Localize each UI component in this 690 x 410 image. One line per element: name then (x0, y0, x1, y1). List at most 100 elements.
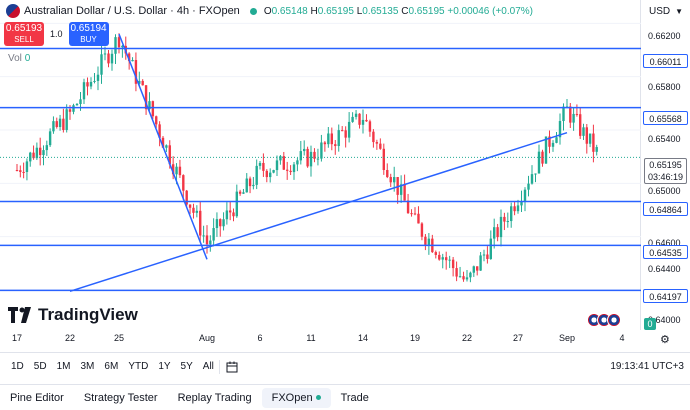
candle-body (458, 276, 462, 278)
candle-body (572, 113, 575, 123)
candle-body (375, 142, 379, 144)
time-tick: 17 (11, 333, 23, 343)
calendar-icon[interactable] (226, 361, 238, 373)
range-all-button[interactable]: All (202, 361, 214, 372)
candle-body (110, 53, 114, 64)
candle-body (165, 145, 168, 148)
candle-body (225, 210, 229, 220)
candle-body (42, 150, 45, 156)
candle-body (161, 137, 165, 148)
candle-body (82, 82, 86, 100)
candle-body (585, 127, 588, 144)
currency-selector[interactable]: USD ▼ (642, 0, 690, 22)
volume-legend: Vol 0 (8, 53, 30, 64)
range-6m-button[interactable]: 6M (104, 361, 119, 372)
candle-body (575, 113, 579, 115)
candle-body (134, 60, 138, 84)
range-1y-button[interactable]: 1Y (158, 361, 171, 372)
divider (218, 359, 220, 374)
bottom-panel-tabs: Pine Editor Strategy Tester Replay Tradi… (0, 384, 690, 410)
candle-body (379, 143, 382, 149)
candle-body (45, 145, 49, 151)
time-tick: 25 (113, 333, 125, 343)
price-axis[interactable]: 0.66200 0.65800 0.65400 0.65000 0.64600 … (641, 0, 690, 330)
candle-body (19, 170, 22, 172)
time-axis[interactable]: 17 22 25 Aug 6 11 14 19 22 27 Sep 4 (0, 330, 641, 347)
candle-body (242, 192, 245, 194)
sell-label: SELL (14, 35, 34, 44)
candle-body (127, 53, 131, 62)
event-flags[interactable] (587, 313, 621, 327)
market-open-icon (249, 7, 257, 15)
range-ytd-button[interactable]: YTD (128, 361, 149, 372)
gear-icon[interactable]: ⚙ (660, 334, 670, 346)
candle-body (562, 106, 565, 122)
level-label: 0.64864 (643, 202, 688, 216)
time-tick: 22 (461, 333, 473, 343)
candle-body (551, 142, 555, 147)
current-price: 0.65195 (649, 160, 682, 170)
candle-body (175, 166, 178, 175)
candle-body (182, 175, 185, 191)
candle-body (588, 133, 592, 144)
candle-body (582, 127, 585, 136)
time-tick: 11 (306, 333, 316, 343)
tab-trade[interactable]: Trade (340, 391, 369, 404)
candle-body (114, 37, 117, 54)
candle-body (248, 178, 252, 187)
range-toolbar: 1D 5D 1M 3M 6M YTD 1Y 5Y All 19:13:41 UT… (0, 352, 690, 380)
candle-body (503, 216, 506, 222)
candle-body (79, 99, 82, 105)
range-3m-button[interactable]: 3M (80, 361, 95, 372)
candle-body (372, 131, 375, 143)
candle-body (334, 144, 337, 147)
clock[interactable]: 19:13:41 UTC+3 (610, 361, 684, 372)
range-1m-button[interactable]: 1M (56, 361, 71, 372)
price-tick: 0.64400 (648, 264, 681, 274)
candle-body (455, 268, 458, 277)
candle-body (469, 272, 472, 278)
event-flag-icon (607, 313, 621, 327)
candle-body (282, 156, 285, 170)
candle-body (202, 235, 205, 237)
tab-strategy-tester[interactable]: Strategy Tester (83, 391, 158, 404)
candle-body (548, 136, 551, 147)
buy-button[interactable]: 0.65194 BUY (68, 22, 109, 46)
tab-fxopen[interactable]: FXOpen (261, 387, 331, 408)
chart-pane[interactable]: Australian Dollar / U.S. Dollar · 4h · F… (0, 0, 641, 330)
candle-body (100, 54, 103, 75)
candle-body (209, 240, 212, 245)
candle-body (292, 164, 296, 173)
candle-body (255, 165, 258, 185)
volume-label: Vol (8, 53, 22, 64)
candle-body (493, 227, 496, 239)
candle-body (131, 60, 134, 62)
candle-body (228, 210, 232, 213)
tab-replay-trading[interactable]: Replay Trading (177, 391, 252, 404)
candle-body (330, 133, 333, 145)
candle-body (148, 101, 151, 110)
candle-body (544, 136, 548, 164)
instrument-title[interactable]: Australian Dollar / U.S. Dollar · 4h · F… (24, 5, 240, 17)
range-1d-button[interactable]: 1D (11, 361, 24, 372)
candle-body (188, 204, 192, 208)
candle-body (361, 119, 365, 125)
candle-body (555, 137, 558, 143)
candle-body (62, 118, 65, 130)
candle-body (178, 166, 182, 176)
candle-body (238, 191, 242, 194)
candle-body (296, 160, 299, 165)
range-5y-button[interactable]: 5Y (180, 361, 193, 372)
sell-button[interactable]: 0.65193 SELL (4, 22, 44, 46)
candle-body (155, 116, 158, 125)
volume-value: 0 (24, 53, 31, 64)
range-5d-button[interactable]: 5D (33, 361, 47, 372)
candle-body (279, 156, 282, 161)
high-value: 0.65195 (317, 5, 354, 17)
candle-body (68, 109, 72, 112)
tab-pine-editor[interactable]: Pine Editor (10, 391, 64, 404)
level-label: 0.64197 (643, 289, 688, 303)
candle-body (438, 254, 441, 260)
price-chart[interactable] (0, 0, 641, 330)
candle-body (534, 173, 537, 175)
